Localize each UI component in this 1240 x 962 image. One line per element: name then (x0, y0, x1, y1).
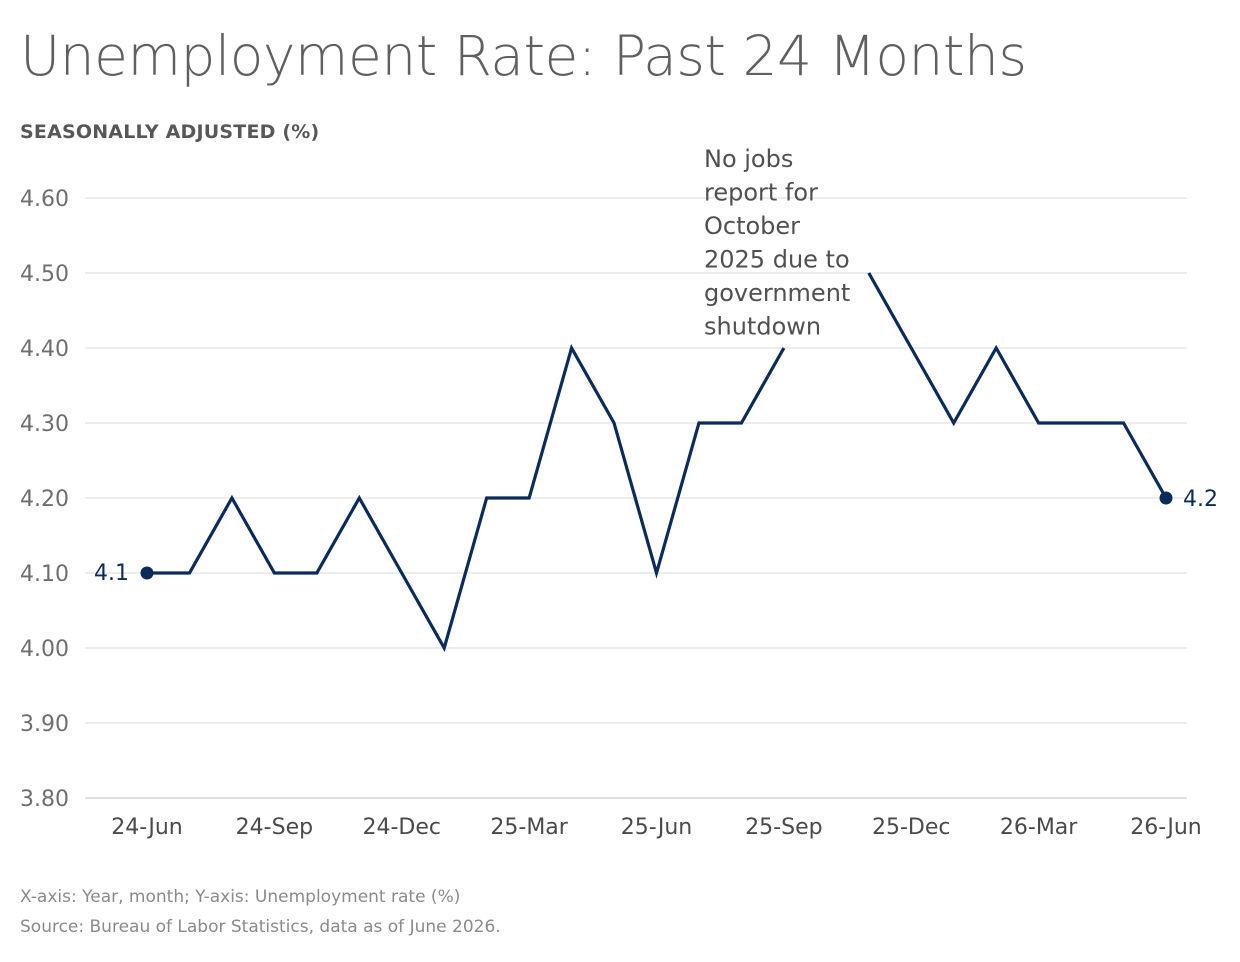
start-point-marker (140, 566, 154, 580)
y-tick-label: 4.50 (20, 262, 69, 287)
x-tick-label: 25-Sep (745, 815, 822, 840)
y-tick-label: 4.10 (20, 562, 69, 587)
y-tick-label: 4.00 (20, 637, 69, 662)
y-axis-ticks: 4.60 4.50 4.40 4.30 4.20 4.10 4.00 3.90 3.80 (20, 187, 69, 812)
series-line (867, 272, 1168, 499)
y-tick-label: 3.90 (20, 712, 69, 737)
start-value-label: 4.1 (94, 561, 129, 586)
annotation-line: October (704, 212, 800, 240)
annotation-line: No jobs (704, 145, 793, 173)
end-value-label: 4.2 (1183, 487, 1218, 512)
chart-title: Unemployment Rate: Past 24 Months (20, 24, 1027, 88)
axes-note: X-axis: Year, month; Y-axis: Unemploymen… (20, 887, 461, 907)
line-chart: 4.60 4.50 4.40 4.30 4.20 4.10 4.00 3.90 3.80 24-… (20, 145, 1218, 840)
annotation-line: shutdown (704, 313, 821, 341)
x-tick-label: 24-Sep (236, 815, 313, 840)
y-tick-label: 4.30 (20, 412, 69, 437)
data-labels: 4.1 4.2 (94, 487, 1218, 586)
shutdown-annotation: No jobs report for October 2025 due to gover… (704, 145, 850, 341)
x-tick-label: 24-Jun (111, 815, 183, 840)
x-tick-label: 25-Dec (872, 815, 951, 840)
annotation-line: report for (704, 179, 818, 207)
y-tick-label: 4.20 (20, 487, 69, 512)
x-tick-label: 25-Jun (621, 815, 693, 840)
series-line (147, 343, 786, 653)
y-tick-label: 4.60 (20, 187, 69, 212)
series-lines (147, 272, 1168, 653)
x-tick-label: 26-Jun (1130, 815, 1202, 840)
end-point-marker (1159, 491, 1173, 505)
y-tick-label: 4.40 (20, 337, 69, 362)
gridlines (85, 197, 1187, 799)
series-markers (140, 491, 1173, 580)
x-tick-label: 26-Mar (1000, 815, 1078, 840)
chart-subtitle: SEASONALLY ADJUSTED (%) (20, 121, 320, 143)
x-tick-label: 24-Dec (362, 815, 441, 840)
x-axis-ticks: 24-Jun 24-Sep 24-Dec 25-Mar 25-Jun 25-Sep 25-D… (111, 815, 1202, 840)
x-tick-label: 25-Mar (490, 815, 568, 840)
annotation-line: government (704, 279, 850, 307)
annotation-line: 2025 due to (704, 246, 850, 274)
source-note: Source: Bureau of Labor Statistics, data… (20, 917, 501, 937)
y-tick-label: 3.80 (20, 787, 69, 812)
